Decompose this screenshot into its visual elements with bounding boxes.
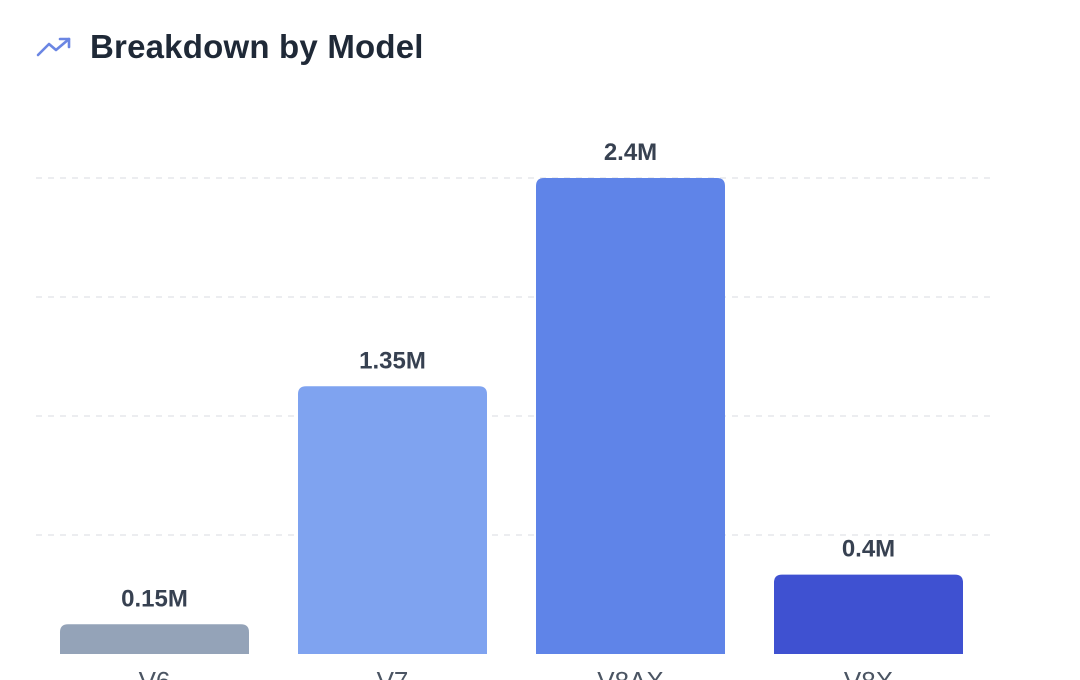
category-labels: V6 V7 V8AX V8X — [139, 666, 893, 680]
trending-up-icon — [36, 35, 72, 59]
value-label: 1.35M — [359, 347, 426, 374]
gridlines — [36, 177, 992, 536]
chart-title: Breakdown by Model — [90, 28, 424, 65]
category-label: V6 — [139, 666, 171, 680]
bar-v8ax[interactable] — [536, 178, 725, 654]
category-label: V8X — [844, 666, 893, 680]
value-label: 2.4M — [604, 139, 657, 166]
value-labels: 0.15M 1.35M 2.4M 0.4M — [121, 139, 895, 612]
value-label: 0.15M — [121, 585, 188, 612]
bars — [60, 178, 963, 654]
bar-v7[interactable] — [298, 386, 487, 654]
value-label: 0.4M — [842, 536, 895, 563]
category-label: V8AX — [597, 666, 664, 680]
bar-v8x[interactable] — [774, 574, 963, 654]
bar-v6[interactable] — [60, 624, 249, 654]
chart-header: Breakdown by Model — [36, 28, 424, 66]
category-label: V7 — [377, 666, 409, 680]
